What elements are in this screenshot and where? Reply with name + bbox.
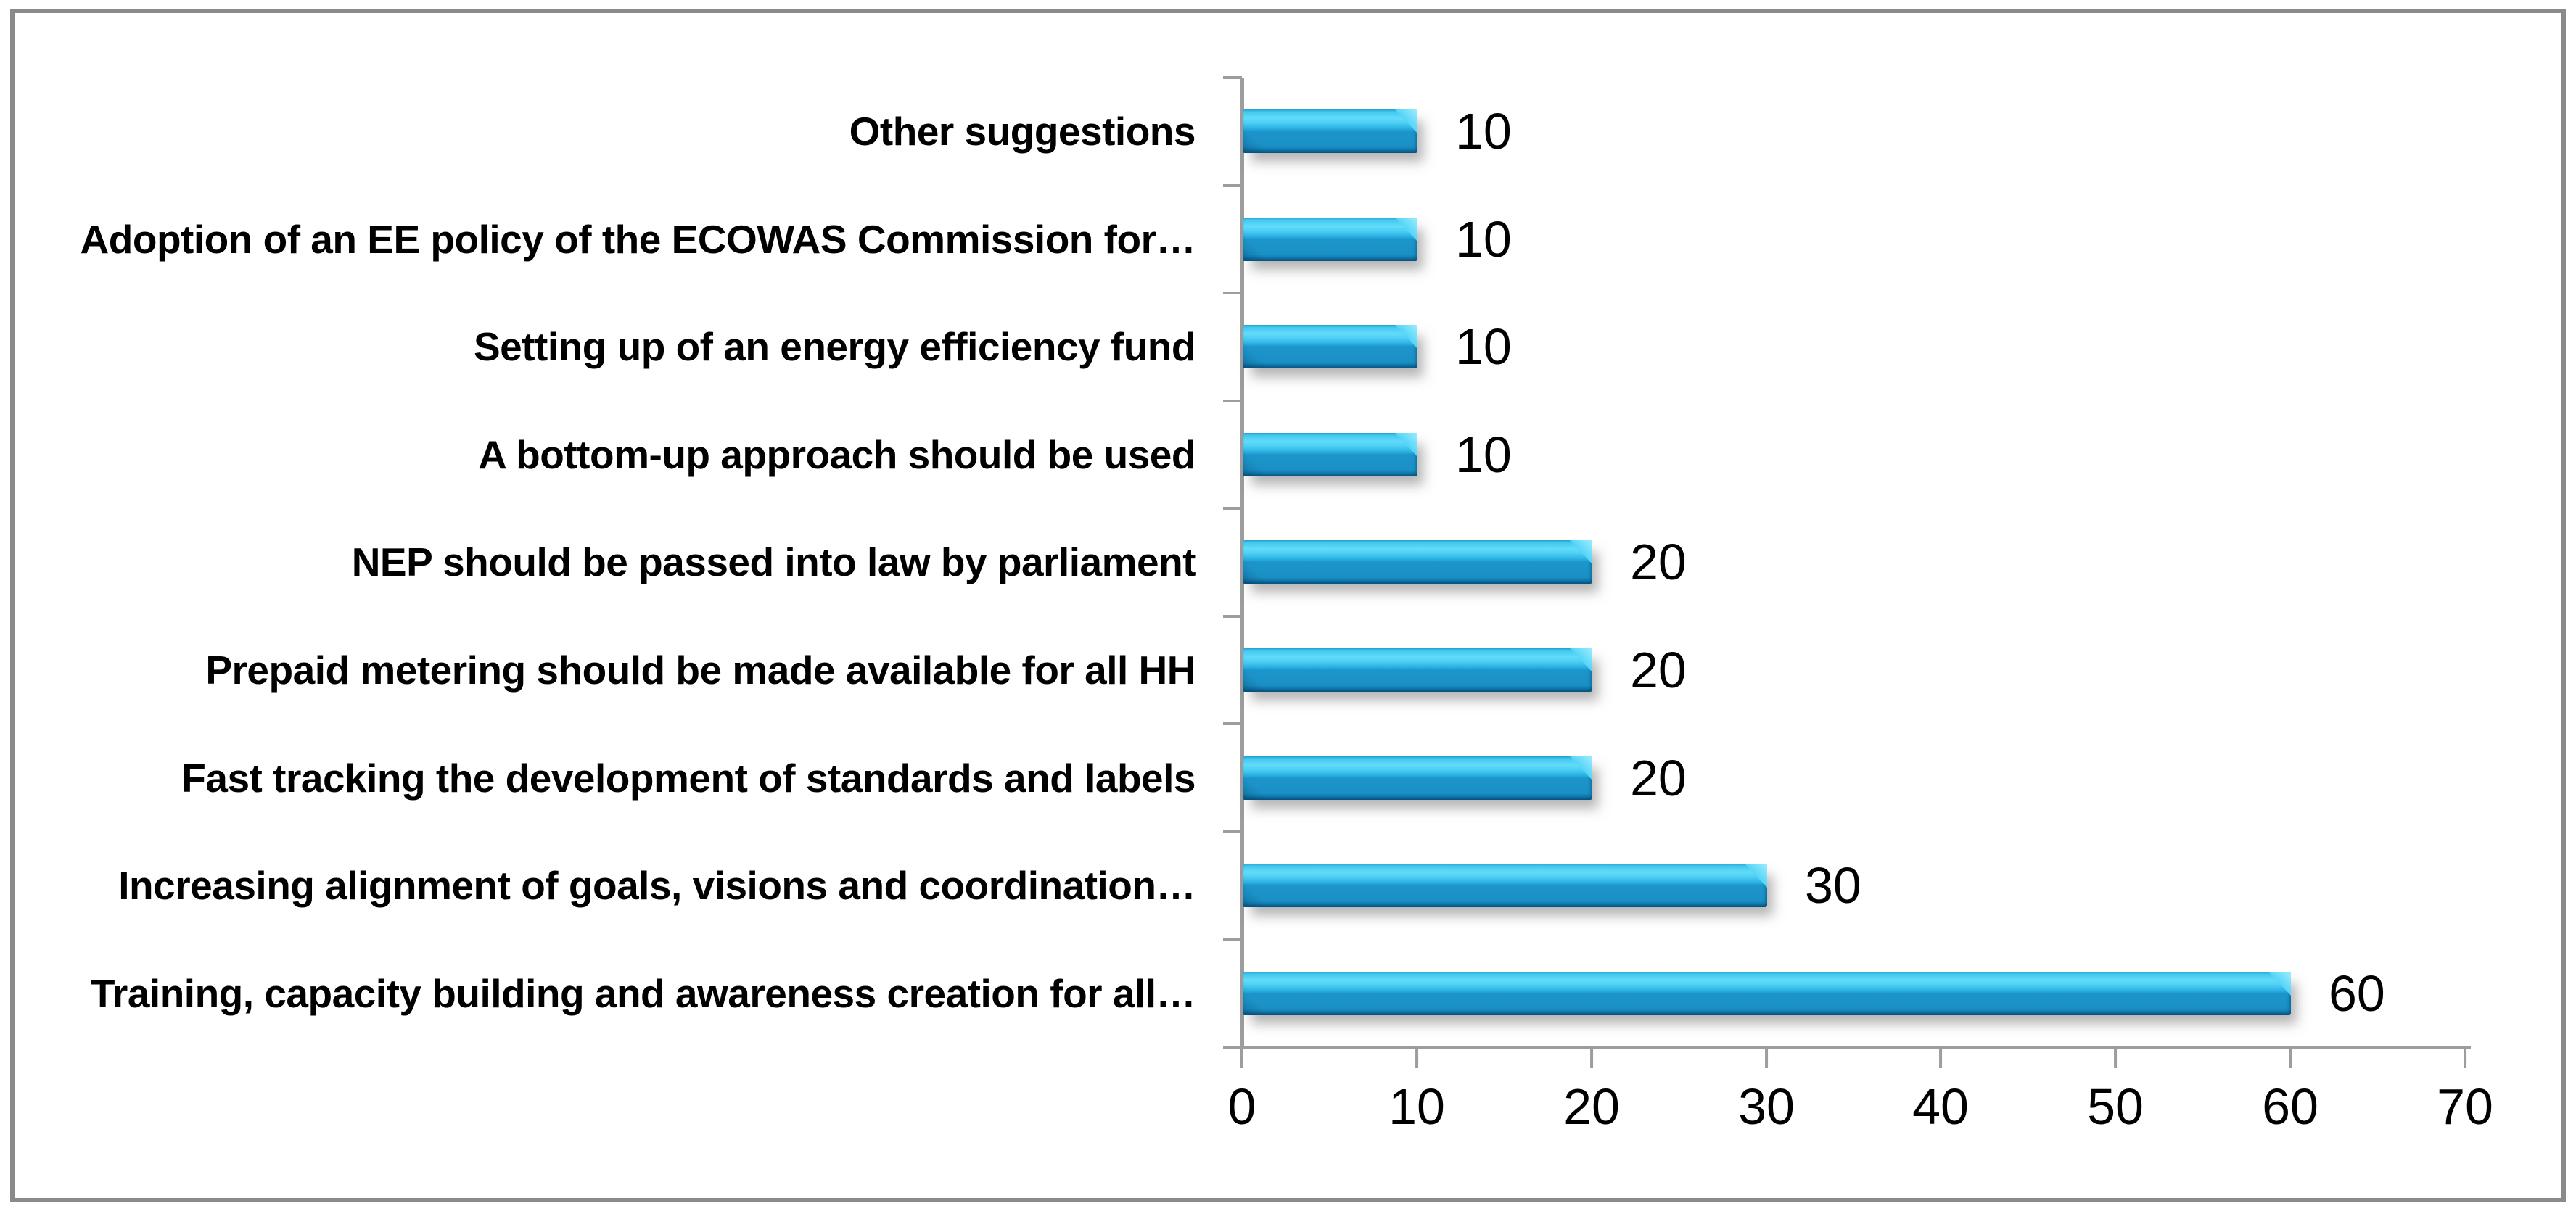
chart-row: Training, capacity building and awarenes…: [0, 939, 2576, 1047]
bar: [1243, 971, 2291, 1015]
category-axis-line: [1240, 78, 1244, 1049]
y-tick-mark: [1223, 722, 1242, 726]
category-label: Other suggestions: [849, 109, 1196, 154]
x-tick: 10: [1388, 1046, 1445, 1132]
y-tick-mark: [1223, 292, 1242, 295]
y-tick-mark: [1223, 399, 1242, 402]
chart-row: NEP should be passed into law by parliam…: [0, 508, 2576, 616]
value-label: 20: [1630, 642, 1687, 698]
x-tick-label: 30: [1738, 1078, 1795, 1135]
bar: [1243, 217, 1417, 261]
bar: [1243, 109, 1417, 154]
chart-row: A bottom-up approach should be used 10: [0, 401, 2576, 509]
chart-row: Setting up of an energy efficiency fund …: [0, 293, 2576, 401]
x-tick-mark: [1415, 1046, 1418, 1068]
category-label: Adoption of an EE policy of the ECOWAS C…: [80, 216, 1196, 262]
x-tick-label: 50: [2087, 1078, 2144, 1135]
category-label: Training, capacity building and awarenes…: [90, 970, 1196, 1016]
chart-row: Fast tracking the development of standar…: [0, 724, 2576, 832]
bar: [1243, 756, 1592, 800]
y-tick-mark: [1223, 76, 1242, 79]
value-label: 30: [1805, 857, 1861, 914]
category-label: NEP should be passed into law by parliam…: [351, 540, 1196, 585]
x-tick-mark: [1765, 1046, 1768, 1068]
x-tick: 40: [1912, 1046, 1969, 1132]
value-label: 20: [1630, 534, 1687, 591]
x-tick-label: 70: [2437, 1078, 2493, 1135]
category-label: A bottom-up approach should be used: [478, 431, 1196, 477]
x-tick-label: 40: [1912, 1078, 1969, 1135]
bar: [1243, 540, 1592, 584]
category-label: Setting up of an energy efficiency fund: [473, 324, 1196, 370]
category-label: Prepaid metering should be made availabl…: [205, 648, 1196, 693]
value-label: 10: [1455, 210, 1512, 268]
chart-row: Increasing alignment of goals, visions a…: [0, 832, 2576, 940]
y-tick-mark: [1223, 1046, 1242, 1049]
value-label: 20: [1630, 749, 1687, 806]
x-tick: 20: [1563, 1046, 1620, 1132]
x-tick-mark: [2464, 1046, 2466, 1068]
x-tick: 60: [2262, 1046, 2318, 1132]
chart-row: Adoption of an EE policy of the ECOWAS C…: [0, 186, 2576, 294]
x-tick-mark: [2114, 1046, 2117, 1068]
y-tick-mark: [1223, 830, 1242, 833]
x-tick-label: 0: [1227, 1078, 1256, 1135]
bar: [1243, 325, 1417, 369]
bar: [1243, 432, 1417, 476]
y-tick-mark: [1223, 938, 1242, 941]
category-label: Increasing alignment of goals, visions a…: [118, 863, 1196, 909]
x-tick-label: 60: [2262, 1078, 2318, 1135]
x-tick-mark: [1939, 1046, 1942, 1068]
x-tick: 30: [1738, 1046, 1795, 1132]
x-tick-mark: [1240, 1046, 1243, 1068]
category-label: Fast tracking the development of standar…: [181, 755, 1196, 801]
chart-row: Prepaid metering should be made availabl…: [0, 616, 2576, 724]
y-tick-mark: [1223, 614, 1242, 618]
x-tick: 50: [2087, 1046, 2144, 1132]
value-label: 60: [2329, 964, 2385, 1022]
value-axis-line: [1240, 1046, 2471, 1049]
y-tick-mark: [1223, 183, 1242, 187]
chart-row: Other suggestions 10: [0, 78, 2576, 186]
bar: [1243, 864, 1767, 908]
x-tick-mark: [2289, 1046, 2292, 1068]
x-tick: 70: [2437, 1046, 2493, 1132]
y-tick-mark: [1223, 507, 1242, 511]
x-tick-label: 10: [1388, 1078, 1445, 1135]
value-label: 10: [1455, 426, 1512, 483]
x-tick-label: 20: [1563, 1078, 1620, 1135]
x-tick: 0: [1228, 1046, 1256, 1132]
x-tick-mark: [1590, 1046, 1593, 1068]
plot-area: Other suggestions 10 Adoption of an EE p…: [0, 78, 2576, 1047]
bar: [1243, 648, 1592, 692]
value-label: 10: [1455, 318, 1512, 376]
value-label: 10: [1455, 103, 1512, 160]
